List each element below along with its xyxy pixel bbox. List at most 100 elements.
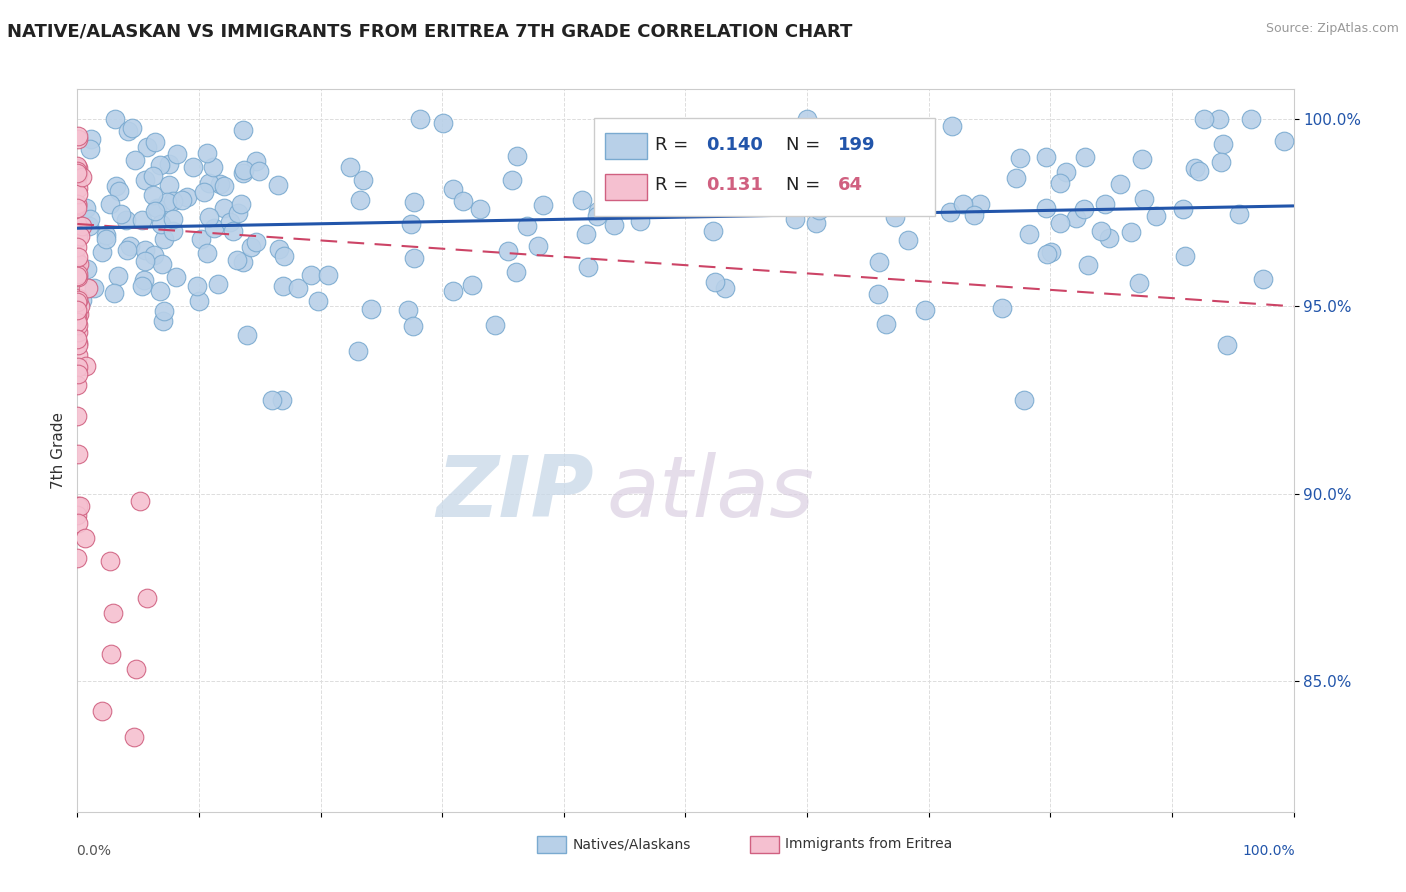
Point (785, 212, 807, 227)
Point (1208, 112, 1230, 127)
Point (360, 302, 382, 317)
Point (1119, 225, 1142, 239)
Point (134, 172, 156, 186)
Point (225, 252, 247, 267)
Point (66, 367, 89, 381)
Text: Source: ZipAtlas.com: Source: ZipAtlas.com (1265, 22, 1399, 36)
Point (170, 193, 193, 207)
Point (1035, 150, 1057, 164)
Point (73, 532, 96, 546)
Point (67, 256, 90, 270)
Point (441, 285, 464, 299)
FancyBboxPatch shape (595, 118, 935, 216)
Point (409, 112, 432, 127)
Point (107, 269, 129, 284)
Point (69, 299, 91, 313)
Point (526, 239, 548, 253)
Point (641, 193, 664, 207)
Point (157, 157, 180, 171)
Point (301, 268, 323, 282)
Point (1188, 164, 1211, 178)
Point (1074, 150, 1097, 164)
Point (624, 158, 647, 172)
Point (66, 348, 89, 362)
Point (1098, 231, 1121, 245)
Point (66, 166, 89, 180)
Point (66, 254, 89, 268)
Point (110, 207, 132, 221)
Point (165, 270, 187, 285)
Point (186, 279, 208, 293)
Point (66, 295, 89, 310)
Point (630, 145, 652, 159)
Point (66, 267, 89, 281)
Point (963, 208, 986, 222)
Point (70, 293, 93, 308)
Point (202, 220, 225, 235)
Point (531, 198, 554, 212)
Point (212, 201, 235, 215)
Point (149, 284, 172, 298)
Point (657, 195, 679, 210)
Text: 199: 199 (838, 136, 875, 153)
Point (146, 201, 169, 215)
Point (142, 187, 165, 202)
Point (1008, 152, 1031, 166)
Point (117, 124, 139, 138)
Point (108, 184, 131, 198)
Point (162, 194, 184, 208)
Point (461, 278, 484, 293)
Point (67, 318, 90, 333)
Point (80, 132, 103, 146)
Point (232, 255, 254, 269)
Point (66, 307, 89, 321)
Point (765, 160, 787, 174)
Point (451, 194, 474, 208)
Point (135, 140, 157, 154)
Point (271, 278, 294, 293)
Point (897, 233, 920, 247)
Y-axis label: 7th Grade: 7th Grade (51, 412, 66, 489)
Point (100, 554, 122, 568)
Point (101, 607, 124, 621)
Point (66, 332, 89, 346)
Point (181, 161, 204, 175)
Point (1227, 207, 1250, 221)
Point (150, 257, 173, 271)
Point (273, 249, 295, 263)
Point (134, 243, 156, 257)
Point (193, 185, 215, 199)
Point (271, 392, 294, 407)
Point (79, 219, 101, 234)
Point (796, 112, 818, 127)
Point (125, 663, 148, 677)
Point (676, 171, 699, 186)
Point (198, 176, 221, 190)
Point (349, 193, 371, 207)
Point (1171, 202, 1194, 217)
Point (66, 180, 89, 194)
Point (66, 303, 89, 318)
Point (245, 153, 267, 168)
Point (66, 359, 89, 374)
Point (787, 190, 810, 204)
Point (952, 197, 974, 211)
Point (626, 129, 648, 144)
Point (66, 499, 89, 513)
Point (470, 202, 492, 216)
Point (66, 378, 89, 392)
Point (505, 264, 527, 278)
Point (162, 224, 184, 238)
Point (612, 176, 634, 190)
Point (75, 201, 97, 215)
Point (66, 312, 89, 326)
Point (66, 231, 89, 245)
Point (157, 178, 180, 192)
Point (287, 281, 309, 295)
Text: 0.131: 0.131 (706, 177, 763, 194)
Point (66, 198, 89, 212)
Point (1274, 134, 1296, 148)
Point (121, 120, 143, 135)
Point (571, 193, 593, 207)
Point (346, 343, 368, 358)
